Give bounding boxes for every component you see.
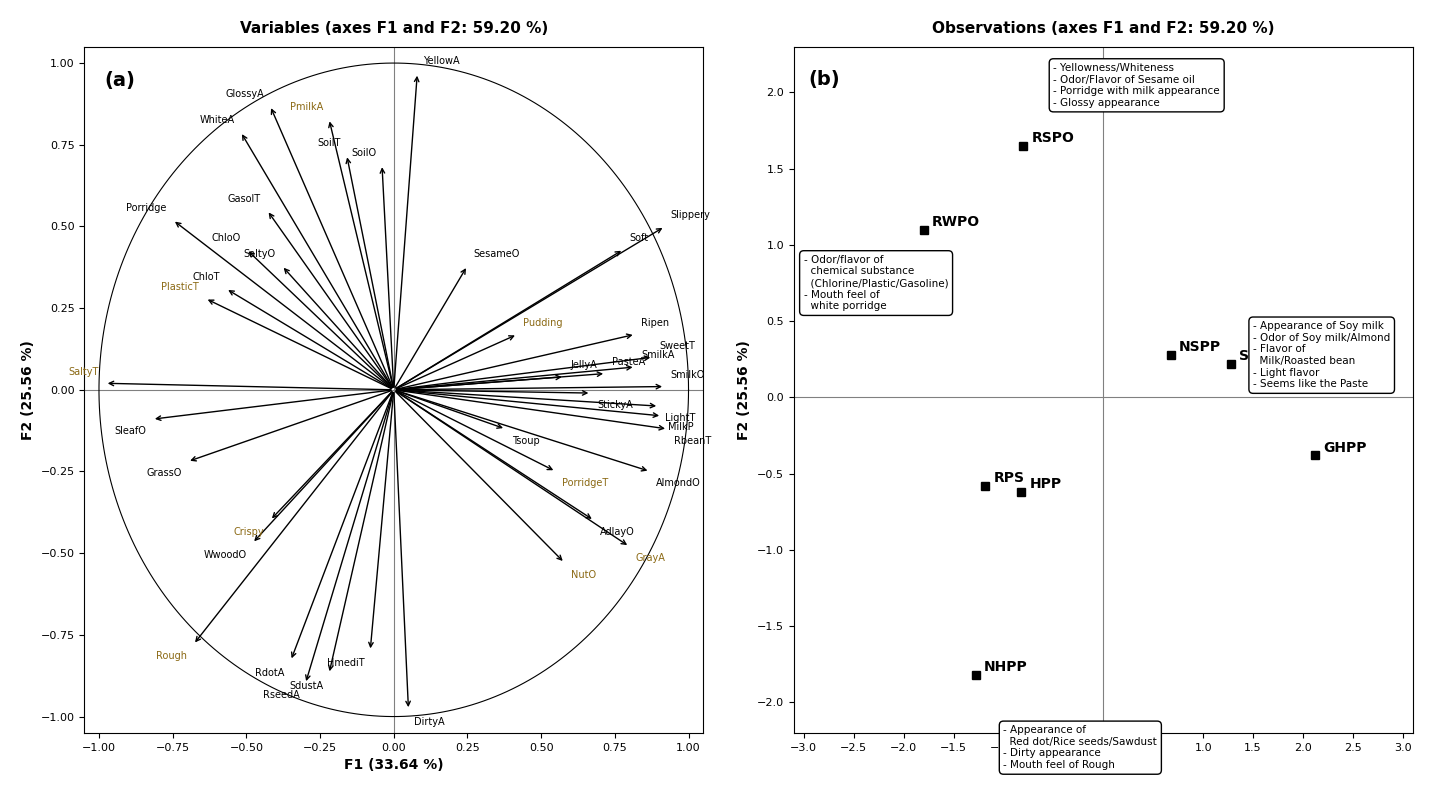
- Text: ChloT: ChloT: [193, 272, 220, 282]
- Text: SoilO: SoilO: [351, 147, 376, 158]
- Text: Ripen: Ripen: [641, 318, 670, 328]
- Text: ChloO: ChloO: [212, 233, 240, 243]
- Text: Porridge: Porridge: [127, 203, 167, 213]
- Text: Soft: Soft: [629, 233, 648, 243]
- Text: RdotA: RdotA: [255, 668, 285, 677]
- Text: WwoodO: WwoodO: [203, 550, 246, 560]
- Text: SaltyT: SaltyT: [69, 366, 99, 377]
- Text: SdustA: SdustA: [289, 680, 323, 691]
- Title: Variables (axes F1 and F2: 59.20 %): Variables (axes F1 and F2: 59.20 %): [239, 21, 547, 36]
- Text: Tsoup: Tsoup: [511, 435, 540, 446]
- Text: SPP: SPP: [1238, 349, 1270, 363]
- Text: YellowA: YellowA: [423, 56, 459, 67]
- Text: HmediT: HmediT: [327, 657, 364, 668]
- Text: GasolT: GasolT: [228, 193, 261, 204]
- Text: (b): (b): [809, 70, 841, 89]
- Text: NSPP: NSPP: [1179, 340, 1221, 354]
- Text: AlmondO: AlmondO: [657, 478, 701, 488]
- Text: RWPO: RWPO: [932, 215, 979, 229]
- Text: Rough: Rough: [157, 651, 187, 661]
- Text: GHPP: GHPP: [1323, 441, 1367, 454]
- Text: NHPP: NHPP: [984, 661, 1027, 674]
- X-axis label: F1 (33.64 %): F1 (33.64 %): [344, 758, 444, 772]
- Text: AdlayO: AdlayO: [600, 527, 635, 537]
- Text: Pudding: Pudding: [524, 318, 563, 328]
- Text: RPS: RPS: [994, 471, 1024, 485]
- Text: RseedA: RseedA: [262, 691, 300, 700]
- Text: Slippery: Slippery: [671, 210, 711, 220]
- Text: Crispy: Crispy: [233, 527, 264, 537]
- Y-axis label: F2 (25.56 %): F2 (25.56 %): [20, 340, 35, 440]
- Text: DirtyA: DirtyA: [415, 717, 445, 726]
- Text: PmilkA: PmilkA: [289, 102, 323, 112]
- Text: RSPO: RSPO: [1031, 131, 1074, 145]
- Y-axis label: F2 (25.56 %): F2 (25.56 %): [737, 340, 752, 440]
- Text: PorridgeT: PorridgeT: [562, 478, 608, 488]
- Text: JellyA: JellyA: [570, 360, 598, 370]
- Text: GlossyA: GlossyA: [225, 89, 264, 99]
- Text: SoilT: SoilT: [317, 138, 341, 148]
- Text: LightT: LightT: [665, 412, 696, 423]
- Text: MilkP: MilkP: [668, 423, 694, 432]
- Text: PlasticT: PlasticT: [161, 282, 199, 292]
- X-axis label: F1 (33.64 %): F1 (33.64 %): [1054, 758, 1153, 772]
- Text: SleafO: SleafO: [114, 426, 145, 435]
- Text: WhiteA: WhiteA: [200, 115, 235, 125]
- Text: SweetT: SweetT: [660, 341, 696, 351]
- Text: GrayA: GrayA: [635, 554, 665, 563]
- Title: Observations (axes F1 and F2: 59.20 %): Observations (axes F1 and F2: 59.20 %): [932, 21, 1274, 36]
- Text: - Appearance of Soy milk
- Odor of Soy milk/Almond
- Flavor of
  Milk/Roasted be: - Appearance of Soy milk - Odor of Soy m…: [1253, 321, 1391, 389]
- Text: - Appearance of
  Red dot/Rice seeds/Sawdust
- Dirty appearance
- Mouth feel of : - Appearance of Red dot/Rice seeds/Sawdu…: [1004, 726, 1158, 770]
- Text: NutO: NutO: [570, 569, 596, 580]
- Text: PasteA: PasteA: [612, 357, 645, 367]
- Text: StickyA: StickyA: [598, 400, 634, 410]
- Text: GrassO: GrassO: [145, 468, 181, 478]
- Text: SesameO: SesameO: [474, 249, 520, 259]
- Text: HPP: HPP: [1030, 477, 1061, 492]
- Text: RbeanT: RbeanT: [674, 435, 711, 446]
- Text: - Odor/flavor of
  chemical substance
  (Chlorine/Plastic/Gasoline)
- Mouth feel: - Odor/flavor of chemical substance (Chl…: [804, 255, 949, 312]
- Text: SmilkA: SmilkA: [641, 351, 675, 360]
- Text: (a): (a): [105, 71, 135, 90]
- Text: - Yellowness/Whiteness
- Odor/Flavor of Sesame oil
- Porridge with milk appearan: - Yellowness/Whiteness - Odor/Flavor of …: [1054, 63, 1220, 108]
- Text: SmilkO: SmilkO: [671, 370, 706, 380]
- Text: SaltyO: SaltyO: [243, 249, 276, 259]
